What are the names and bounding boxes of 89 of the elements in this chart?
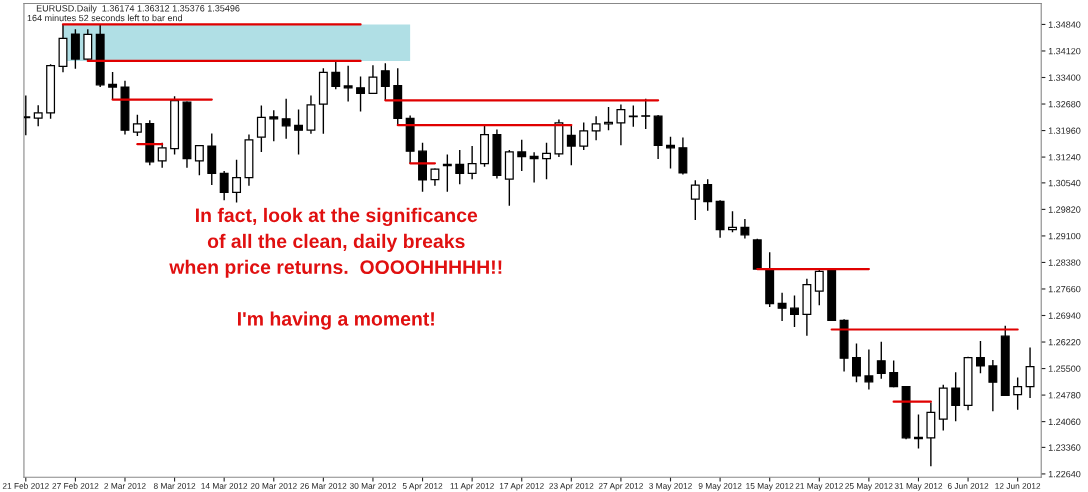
candlestick [331,60,341,90]
candlestick [281,98,291,140]
candlestick [1013,376,1023,411]
x-tick-label: 2 Mar 2012 [104,483,146,489]
x-tick-label: 5 Apr 2012 [402,483,443,491]
y-tick-label: 1.24780 [1048,392,1081,399]
candlestick [542,142,551,180]
y-tick-label: 1.28380 [1048,259,1081,266]
candlestick [294,108,304,156]
x-tick-label: 21 Feb 2012 [2,482,49,489]
candlestick [852,342,861,383]
candlestick [368,64,378,95]
y-tick-label: 1.33400 [1048,74,1081,81]
candlestick [132,114,142,137]
candlestick [889,359,899,389]
y-tick-label: 1.31240 [1048,154,1081,161]
candlestick [604,106,613,131]
candlestick [616,103,626,146]
y-tick-label: 1.26220 [1048,338,1081,346]
candlestick [256,104,266,153]
text: 164 minutes 52 seconds left to bar end [27,14,182,22]
y-tick-label: 1.25500 [1048,365,1081,372]
candlestick [380,62,390,102]
x-tick-label: 11 Apr 2012 [450,483,494,491]
candlestick [591,115,601,141]
x-tick-label: 14 Mar 2012 [201,483,248,489]
y-tick-label: 1.32680 [1048,100,1081,108]
candlestick [442,153,452,193]
x-tick-label: 20 Mar 2012 [250,483,297,489]
x-tick-label: 8 Mar 2012 [153,483,196,489]
x-tick-label: 21 May 2012 [795,483,843,491]
x-tick-label: 27 Apr 2012 [598,483,643,491]
candlestick [343,65,353,103]
y-tick-label: 1.27660 [1048,285,1081,293]
candlestick [790,294,799,328]
candlestick [219,170,229,201]
x-tick-label: 23 Apr 2012 [549,483,594,491]
candlestick [914,413,923,450]
candlestick [740,218,750,240]
x-tick-label: 6 Jun 2012 [947,483,989,489]
x-tick-label: 30 Mar 2012 [349,483,396,489]
candlestick [108,71,118,101]
candlestick [703,178,713,212]
candlestick [194,144,204,176]
candlestick [864,348,874,391]
y-tick-label: 1.34840 [1048,21,1081,28]
x-tick-label: 3 May 2012 [649,483,692,491]
x-tick-label: 17 Apr 2012 [499,483,544,491]
candlestick [467,145,477,180]
x-tick-label: 15 May 2012 [746,483,794,491]
candlestick [777,291,787,322]
candlestick [641,98,651,130]
candlestick [876,340,886,380]
y-tick-label: 1.29820 [1048,206,1081,213]
x-tick-label: 27 Feb 2012 [52,482,99,489]
text: In fact, look at the significance of all the clean, daily breaks when price returns. OOOOHHHHH!! I'm having a moment! [169,207,502,330]
candlestick [988,359,998,412]
y-tick-label: 1.24060 [1048,418,1081,425]
candlestick [517,139,527,172]
candlestick [566,124,576,166]
candlestick [232,158,242,204]
candlestick [356,75,366,113]
chart-title: EURUSD.Daily 1.36174 1.36312 1.35376 1.35496 [36,4,240,14]
y-tick-label: 1.22640 [1048,470,1081,478]
y-tick-label: 1.30540 [1048,179,1081,187]
x-tick-label: 12 Jun 2012 [995,483,1041,489]
candlestick [269,109,279,142]
y-tick-label: 1.26940 [1048,312,1081,319]
candlestick [666,136,675,170]
x-tick-label: 31 May 2012 [894,483,943,491]
candlestick [728,210,737,233]
candlestick [690,179,700,221]
y-tick-label: 1.34120 [1048,47,1081,55]
candlestick [529,151,539,184]
candlestick [814,267,824,306]
candlestick [33,104,43,127]
y-tick-label: 1.31960 [1048,127,1081,134]
candlestick [579,121,589,151]
y-tick-label: 1.29100 [1048,232,1081,240]
candlestick [951,371,961,422]
y-tick-label: 1.23360 [1048,444,1081,451]
candlestick [975,340,985,375]
candlestick [455,149,465,186]
candlestick [1025,346,1035,399]
candlestick [157,142,167,169]
x-tick-label: 25 May 2012 [845,483,893,491]
candlestick [23,94,31,137]
x-tick-label: 9 May 2012 [698,483,742,491]
x-tick-label: 26 Mar 2012 [300,483,347,489]
